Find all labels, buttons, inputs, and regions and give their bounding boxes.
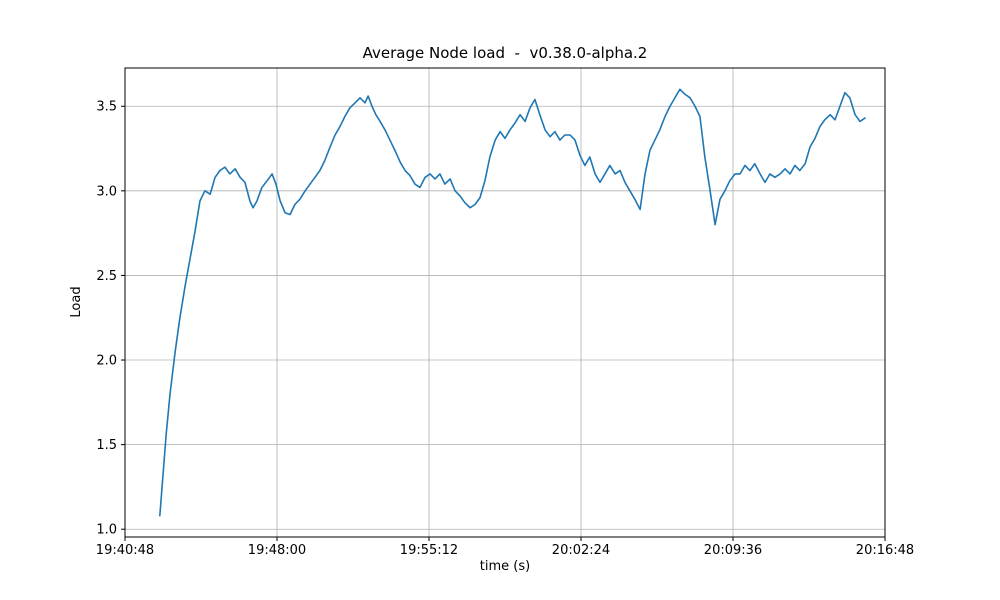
axes-layer: 19:40:48 19:48:00 19:55:12 20:02:24 20:09:36… bbox=[96, 67, 914, 558]
y-axis-label: Load bbox=[69, 286, 84, 317]
data-layer bbox=[159, 88, 866, 517]
y-tick-label: 3.0 bbox=[96, 184, 117, 199]
x-tick-label: 19:55:12 bbox=[400, 543, 458, 558]
series-line-average-node-load bbox=[159, 88, 866, 517]
y-tick-label: 2.0 bbox=[96, 354, 117, 369]
y-tick-label: 3.5 bbox=[96, 100, 117, 115]
x-tick-label: 19:40:48 bbox=[96, 543, 154, 558]
x-tick-label: 20:09:36 bbox=[704, 543, 762, 558]
y-tick-label: 1.5 bbox=[96, 438, 117, 453]
x-tick-label: 19:48:00 bbox=[248, 543, 306, 558]
axes-frame bbox=[124, 67, 886, 538]
y-tick-label: 1.0 bbox=[96, 523, 117, 538]
chart-title: Average Node load - v0.38.0-alpha.2 bbox=[363, 44, 648, 62]
y-tick-label: 2.5 bbox=[96, 269, 117, 284]
x-tick-label: 20:02:24 bbox=[552, 543, 610, 558]
x-axis-label: time (s) bbox=[480, 559, 530, 574]
x-tick-label: 20:16:48 bbox=[856, 543, 914, 558]
